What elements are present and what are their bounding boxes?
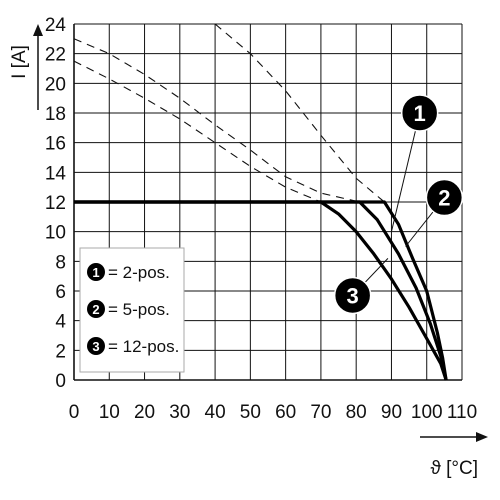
legend-label: = 2-pos. [108,263,170,282]
y-tick-label: 0 [55,371,66,392]
legend-label: = 12-pos. [108,337,179,356]
y-tick-label: 22 [45,45,66,66]
x-tick-label: 100 [411,402,443,423]
x-axis: ϑ [°C] [420,432,488,479]
x-tick-label: 30 [169,402,190,423]
x-axis-label: ϑ [°C] [430,458,478,479]
y-axis: I [A] [9,24,43,110]
series-3-dashed-line [73,60,322,203]
annotation-badge-icon [400,94,439,132]
series-1-dashed-line [214,23,385,203]
x-tick-label: 20 [134,402,155,423]
y-axis-label: I [A] [9,45,30,79]
annotation-badge-icon [333,276,372,315]
legend-badge-number: 3 [92,339,99,354]
legend-label: = 5-pos. [108,300,170,319]
annotation-badge-number: 1 [414,101,426,126]
y-axis-arrowhead-icon [33,24,43,36]
ticks-group: 0 10 20 30 40 50 60 70 80 90 100 110024681012141618… [45,15,477,423]
y-tick-label: 24 [45,15,67,36]
x-tick-label: 70 [310,402,331,423]
x-tick-label: 50 [240,402,261,423]
legend: 1 = 2-pos. 2 = 5-pos. 3 = 12-pos. [79,247,185,373]
y-tick-label: 12 [45,193,66,214]
legend-badge-icon [87,337,105,355]
legend-badge-icon [87,300,105,318]
legend-badge-number: 1 [92,265,99,280]
x-tick-label: 110 [447,402,477,423]
x-tick-label: 90 [381,402,402,423]
y-tick-label: 14 [45,163,67,184]
annotation-badge-icon [425,178,464,217]
series-1-solid-line [74,200,448,381]
annotation-badge-number: 3 [347,283,359,308]
annotations: 1 2 3 [333,94,464,315]
series-2-solid-line [74,200,448,381]
y-tick-label: 10 [45,223,66,244]
series-2-dashed-line [73,38,360,203]
y-tick-label: 16 [45,134,66,155]
y-tick-label: 8 [55,252,66,273]
y-tick-label: 20 [45,74,66,95]
legend-badge-number: 2 [92,302,99,317]
series-group [73,23,448,381]
grid [73,23,463,381]
annotation-leader-line [390,112,421,232]
y-tick-label: 18 [45,104,66,125]
x-tick-label: 10 [99,402,120,423]
x-tick-label: 40 [205,402,226,423]
y-tick-label: 6 [55,282,66,303]
x-tick-label: 80 [346,402,367,423]
y-tick-label: 4 [55,312,66,333]
y-tick-label: 2 [55,341,66,362]
legend-badge-icon [87,263,105,281]
x-tick-label: 60 [275,402,296,423]
x-axis-arrowhead-icon [476,432,488,442]
series-3-solid-line [74,200,448,381]
annotation-badge-number: 2 [438,186,450,211]
x-tick-label: 0 [69,402,80,423]
